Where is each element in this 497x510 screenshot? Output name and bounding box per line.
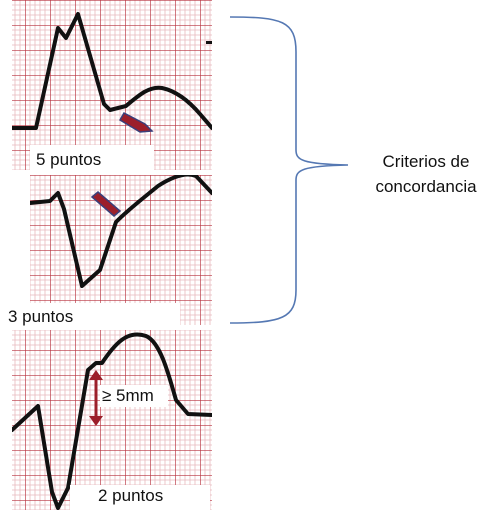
score-label-box-3 (70, 485, 210, 510)
ecg-grid-1 (12, 0, 212, 170)
score-label-1: 5 puntos (36, 150, 101, 169)
curly-bracket (229, 16, 349, 324)
ecg-trace-3 (12, 332, 212, 510)
ecg-grid-2 (30, 175, 212, 325)
ecg-panel-1: 5 puntos (12, 0, 212, 170)
st-arrow-2 (90, 191, 122, 217)
baseline-tick (206, 41, 212, 44)
ecg-panel-3: ≥ 5mm 2 puntos (12, 330, 212, 510)
ecg-trace-2 (30, 175, 212, 288)
score-label-2: 3 puntos (8, 307, 73, 326)
measure-label-box (100, 385, 168, 407)
st-arrow-1 (118, 112, 154, 133)
ecg-trace-1 (12, 12, 212, 130)
bracket-label-line1: Criterios de (383, 152, 470, 171)
bracket-label-line2: concordancia (375, 177, 477, 196)
ecg-panel-2: 3 puntos (0, 175, 212, 328)
score-label-3: 2 puntos (98, 486, 163, 505)
score-label-box-2 (0, 303, 180, 328)
ecg-grid-3 (12, 330, 212, 510)
measure-label: ≥ 5mm (102, 386, 154, 405)
score-label-box-1 (30, 145, 154, 170)
measure-arrow (89, 370, 103, 426)
